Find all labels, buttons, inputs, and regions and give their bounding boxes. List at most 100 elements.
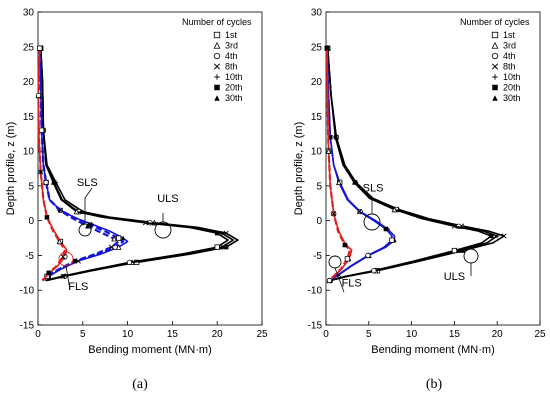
data-point-marker xyxy=(342,242,348,248)
data-point-marker xyxy=(85,223,90,229)
x-tick-label: 20 xyxy=(212,329,224,340)
x-tick-label: 25 xyxy=(256,329,268,340)
chart-panel-2: 0 5 10 15 20 25 -15 -10 -5 0 5 10 15 20 25 30 Bending mo… xyxy=(293,8,546,393)
y-tick-label: -10 xyxy=(20,286,35,297)
y-tick-label: 25 xyxy=(311,42,323,53)
legend-entry-label: 3rd xyxy=(503,41,516,51)
legend-marker xyxy=(491,52,499,60)
y-tick-label: -10 xyxy=(308,286,323,297)
data-point-marker xyxy=(38,127,45,133)
data-point-marker xyxy=(325,147,332,154)
data-point-marker xyxy=(214,244,220,250)
y-tick-label: 10 xyxy=(311,147,323,158)
series-line-fls xyxy=(37,48,67,282)
y-tick-label: 0 xyxy=(28,216,34,227)
legend-marker xyxy=(213,52,221,60)
y-tick-label: 25 xyxy=(23,42,35,53)
plot-frame xyxy=(37,11,263,326)
y-tick-label: 20 xyxy=(311,77,323,88)
legend-entry-label: 4th xyxy=(503,51,516,61)
legend-title: Number of cycles xyxy=(182,17,252,27)
legend-entry-label: 30th xyxy=(503,93,521,103)
annotation-pointer xyxy=(65,265,71,291)
annotation-label-sls: SLS xyxy=(77,177,98,189)
data-point-marker xyxy=(371,268,377,274)
annotation-circle xyxy=(463,248,479,264)
data-point-marker xyxy=(50,180,56,185)
chart-panel-1: 0 5 10 15 20 25 -15 -10 -5 0 5 10 15 20 25 30 Bending mo… xyxy=(5,8,268,393)
data-point-marker xyxy=(223,244,229,250)
y-tick-label: -15 xyxy=(20,321,35,332)
legend-entry-label: 3rd xyxy=(225,41,238,51)
y-tick-label: 15 xyxy=(311,112,323,123)
data-point-marker xyxy=(324,45,330,51)
data-point-marker xyxy=(120,235,126,241)
data-point-marker xyxy=(331,211,337,217)
x-tick-label: 5 xyxy=(366,329,372,340)
legend-marker xyxy=(491,31,499,39)
legend-entry-label: 8th xyxy=(225,62,238,72)
x-tick-label: 15 xyxy=(167,329,179,340)
y-tick-label: 20 xyxy=(23,77,35,88)
legend-marker xyxy=(491,63,499,70)
data-point-marker xyxy=(456,248,461,253)
data-point-marker xyxy=(488,233,494,239)
data-point-marker xyxy=(383,226,389,232)
series-line-sls xyxy=(38,48,120,282)
legend-marker xyxy=(492,84,498,91)
series-line-uls xyxy=(326,48,493,282)
legend-entry-label: 4th xyxy=(225,51,238,61)
data-point-marker xyxy=(126,259,133,266)
annotation-label-uls: ULS xyxy=(444,271,465,283)
x-tick-label: 25 xyxy=(534,329,546,340)
y-tick-label: 0 xyxy=(316,216,322,227)
data-point-marker xyxy=(142,220,149,226)
annotation-label-uls: ULS xyxy=(157,193,178,205)
y-tick-label: -15 xyxy=(308,321,323,332)
series-line-sls xyxy=(326,48,393,282)
data-point-marker xyxy=(56,238,63,245)
annotation-label-sls: SLS xyxy=(363,182,384,194)
x-tick-label: 5 xyxy=(80,329,86,340)
panel-caption: (b) xyxy=(426,377,443,392)
annotation-circle xyxy=(328,255,342,269)
series-line-uls xyxy=(39,48,235,282)
annotation-label-fls: FLS xyxy=(342,278,362,290)
data-point-marker xyxy=(73,208,80,215)
y-tick-label: 5 xyxy=(28,181,34,192)
legend-entry-label: 20th xyxy=(225,83,243,93)
data-point-marker xyxy=(391,206,398,213)
y-tick-label: -5 xyxy=(25,251,34,262)
legend-title: Number of cycles xyxy=(460,17,530,27)
data-point-marker xyxy=(214,230,220,236)
legend-entry-label: 20th xyxy=(503,83,521,93)
data-point-marker xyxy=(389,237,395,243)
data-point-marker xyxy=(35,92,42,99)
annotation-pointer xyxy=(84,187,93,224)
annotation-label-fls: FLS xyxy=(68,281,88,293)
y-tick-label: 5 xyxy=(316,181,322,192)
y-tick-label: 15 xyxy=(23,112,35,123)
data-point-marker xyxy=(326,277,333,284)
legend-marker xyxy=(214,95,220,101)
y-axis-label: Depth profile, z (m) xyxy=(293,122,305,216)
legend-entry-label: 8th xyxy=(503,62,516,72)
legend-marker xyxy=(491,41,499,49)
legend-marker xyxy=(213,31,221,39)
data-point-marker xyxy=(43,179,49,186)
data-point-marker xyxy=(365,252,371,259)
series-line-sls xyxy=(326,48,396,282)
data-point-marker xyxy=(87,222,93,228)
series-line-uls xyxy=(39,48,239,282)
x-tick-label: 10 xyxy=(406,329,418,340)
data-point-marker xyxy=(351,180,357,185)
panel-caption: (a) xyxy=(132,377,148,392)
y-tick-label: 30 xyxy=(311,8,323,19)
x-tick-label: 15 xyxy=(449,329,461,340)
annotation-pointer xyxy=(334,267,345,293)
data-point-marker xyxy=(451,223,457,229)
data-point-marker xyxy=(460,248,466,253)
data-point-marker xyxy=(37,45,43,51)
y-axis-label: Depth profile, z (m) xyxy=(5,122,17,216)
